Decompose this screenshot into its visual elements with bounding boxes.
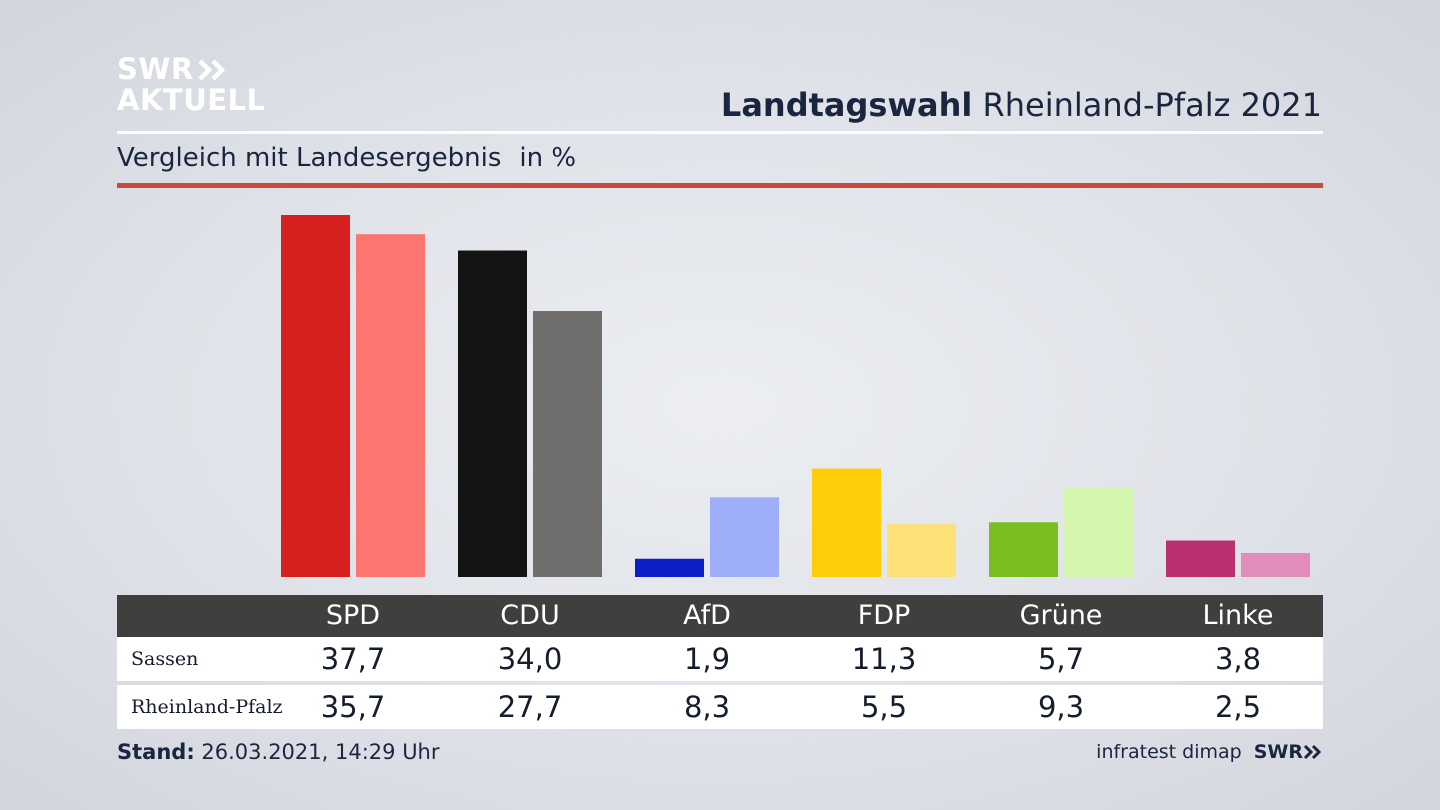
bar-fdp-rlp <box>887 524 956 577</box>
table-cell-value: 3,8 <box>1214 642 1262 676</box>
page-title: Landtagswahl Rheinland-Pfalz 2021 <box>721 86 1322 124</box>
source-text: infratest dimap <box>1096 741 1242 763</box>
accent-divider <box>117 183 1323 188</box>
bar-spd-sassen <box>281 215 350 577</box>
chart-subtitle: Vergleich mit Landesergebnis in % <box>117 143 576 173</box>
double-chevron-icon <box>198 58 225 81</box>
title-rest: Rheinland-Pfalz 2021 <box>982 86 1322 124</box>
table-row: Sassen 37,7 34,0 1,9 11,3 5,7 3,8 <box>117 637 1323 681</box>
subtitle-unit: in % <box>519 143 577 173</box>
column-header: Linke <box>1202 600 1274 631</box>
swr-aktuell-logo: SWR AKTUELL <box>117 54 266 116</box>
table-cell-value: 37,7 <box>320 642 386 676</box>
column-header: CDU <box>500 600 560 631</box>
subtitle-text: Vergleich mit Landesergebnis <box>117 143 502 173</box>
source-credit: infratest dimap SWR <box>1096 741 1323 763</box>
bar-afd-rlp <box>710 497 779 577</box>
brand-text: SWR <box>1253 741 1303 763</box>
logo-line2: AKTUELL <box>117 83 266 117</box>
timestamp: Stand: 26.03.2021, 14:29 Uhr <box>117 740 440 764</box>
table-cell-value: 34,0 <box>497 642 563 676</box>
bar-grüne-sassen <box>989 522 1058 577</box>
table-cell-value: 1,9 <box>683 642 731 676</box>
table-cell-value: 5,7 <box>1037 642 1085 676</box>
table-cell-value: 8,3 <box>683 690 731 724</box>
bar-grüne-rlp <box>1064 487 1133 577</box>
column-header: Grüne <box>1019 600 1103 631</box>
bar-cdu-rlp <box>533 311 602 577</box>
bar-afd-sassen <box>635 558 704 577</box>
bar-cdu-sassen <box>458 250 527 578</box>
stand-value: 26.03.2021, 14:29 Uhr <box>201 740 440 764</box>
table-row: Rheinland-Pfalz 35,7 27,7 8,3 5,5 9,3 2,5 <box>117 685 1323 729</box>
bar-linke-sassen <box>1166 540 1235 577</box>
row-label: Rheinland-Pfalz <box>131 696 283 718</box>
title-bold: Landtagswahl <box>720 86 973 124</box>
table-header: SPD CDU AfD FDP Grüne Linke <box>117 595 1323 637</box>
column-header: SPD <box>325 600 381 631</box>
stand-label: Stand: <box>117 740 195 764</box>
table-cell-value: 35,7 <box>320 690 386 724</box>
table-cell-value: 27,7 <box>497 690 563 724</box>
bar-spd-rlp <box>356 234 425 578</box>
double-chevron-icon <box>1303 744 1322 760</box>
results-table: SPD CDU AfD FDP Grüne Linke Sassen 37,7 34,0 1,… <box>117 595 1323 729</box>
bar-fdp-sassen <box>812 468 881 577</box>
table-cell-value: 5,5 <box>860 690 908 724</box>
row-label: Sassen <box>131 648 199 670</box>
header-divider <box>117 131 1323 134</box>
swr-brand: SWR <box>1254 741 1323 763</box>
table-cell-value: 2,5 <box>1214 690 1262 724</box>
table-cell-value: 9,3 <box>1037 690 1085 724</box>
table-cell-value: 11,3 <box>851 642 917 676</box>
logo-line1: SWR <box>117 52 194 86</box>
column-header: FDP <box>857 600 911 631</box>
column-header: AfD <box>683 600 731 631</box>
bar-linke-rlp <box>1241 552 1310 577</box>
